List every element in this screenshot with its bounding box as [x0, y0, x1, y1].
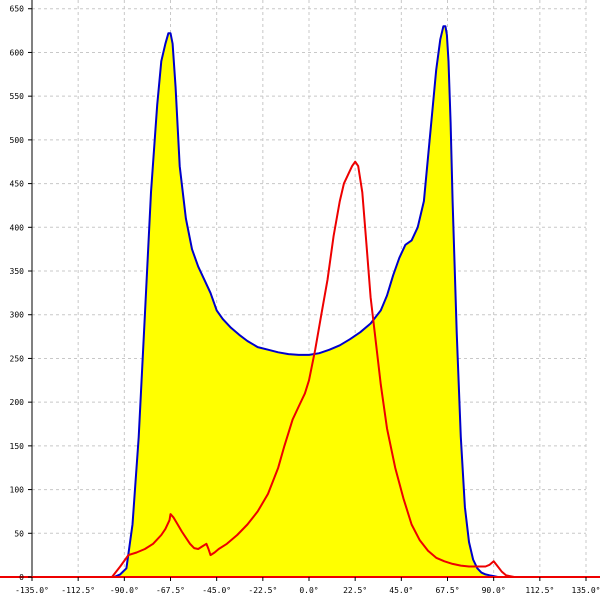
y-tick-label: 650 — [10, 5, 25, 14]
y-tick-label: 300 — [10, 311, 25, 320]
y-tick-label: 0 — [19, 573, 24, 582]
y-tick-label: 550 — [10, 92, 25, 101]
y-axis-ticks: 0 50 100 150 200 250 300 350 400 450 500 550 600 650 — [10, 5, 32, 582]
x-tick-label: 22.5° — [343, 586, 367, 595]
x-tick-label: 112.5° — [525, 586, 554, 595]
y-tick-label: 250 — [10, 354, 25, 363]
y-tick-label: 400 — [10, 223, 25, 232]
plot-area — [32, 25, 586, 578]
x-tick-label: -112.5° — [61, 586, 95, 595]
y-tick-label: 600 — [10, 48, 25, 57]
x-tick-label: -135.0° — [15, 586, 49, 595]
x-tick-label: 0.0° — [299, 586, 318, 595]
x-tick-label: -45.0° — [202, 586, 231, 595]
x-tick-label: -22.5° — [248, 586, 277, 595]
y-tick-label: 350 — [10, 267, 25, 276]
x-tick-label: 90.0° — [482, 586, 506, 595]
y-tick-label: 150 — [10, 442, 25, 451]
y-tick-label: 200 — [10, 398, 25, 407]
y-tick-label: 450 — [10, 180, 25, 189]
series-line-red — [32, 160, 586, 578]
x-tick-label: 67.5° — [435, 586, 459, 595]
series-line-blue — [113, 25, 499, 578]
x-tick-label: -90.0° — [110, 586, 139, 595]
x-tick-label: -67.5° — [156, 586, 185, 595]
x-axis-ticks: -135.0° -112.5° -90.0° -67.5° -45.0° -22.5° 0.… — [15, 577, 600, 595]
x-tick-label: 45.0° — [389, 586, 413, 595]
y-tick-label: 500 — [10, 136, 25, 145]
series-fill-0 — [114, 26, 498, 577]
y-tick-label: 50 — [14, 529, 24, 538]
y-tick-label: 100 — [10, 486, 25, 495]
x-tick-label: 135.0° — [572, 586, 600, 595]
